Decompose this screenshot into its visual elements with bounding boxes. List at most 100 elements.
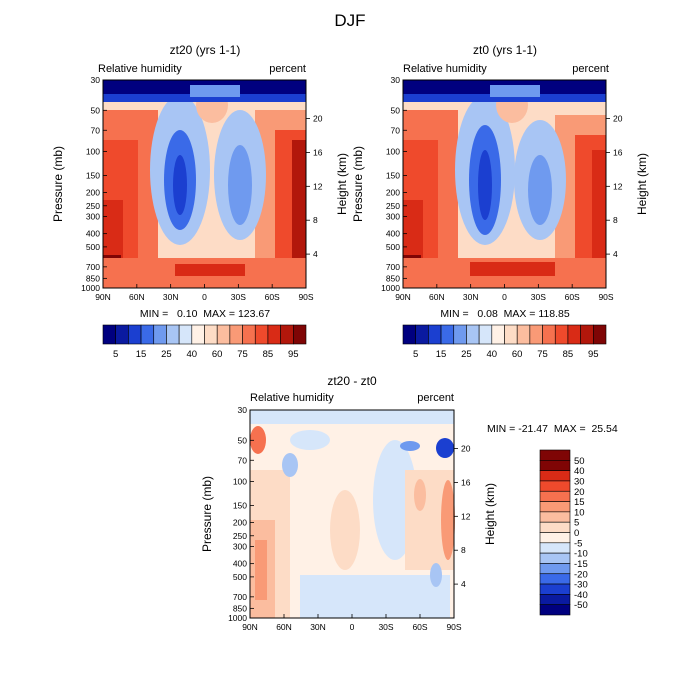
colorbar-swatch	[539, 521, 571, 533]
colorbar-swatch	[539, 573, 571, 585]
x-tick-label: 90N	[395, 292, 411, 302]
colorbar-label: 20	[574, 487, 585, 498]
colorbar-swatch	[554, 324, 569, 345]
x-axis: 90N 60N 30N 0 30S 60S 90S	[395, 284, 614, 302]
colorbar-label: 15	[136, 349, 147, 360]
colorbar-swatch	[516, 324, 531, 345]
field-anomaly	[330, 490, 360, 570]
y-axis-right: 20 16 12 8 4	[454, 444, 471, 589]
y-tick-label: 200	[233, 518, 247, 528]
colorbar-label: 40	[187, 349, 198, 360]
colorbar-swatch	[478, 324, 493, 345]
colorbar-swatch	[178, 324, 193, 345]
y-tick-label: 200	[386, 188, 400, 198]
x-tick-label: 60S	[565, 292, 580, 302]
panel-diff: zt20 - zt0 Relative humidity percent 30 5…	[200, 374, 618, 632]
colorbar-label: 60	[512, 349, 523, 360]
x-tick-label: 30S	[531, 292, 546, 302]
y-tick-label: 250	[233, 531, 247, 541]
colorbar-label: -10	[574, 549, 588, 560]
field-band	[300, 575, 450, 618]
panel-zt0-subtitle-right: percent	[572, 63, 609, 75]
colorbar-label: 5	[113, 349, 118, 360]
field-dry-zone	[173, 155, 187, 215]
colorbar-label: 85	[563, 349, 574, 360]
colorbar-swatch	[539, 604, 571, 616]
y-right-tick-label: 12	[313, 181, 323, 191]
y-tick-label: 500	[86, 242, 100, 252]
colorbar-label: -30	[574, 580, 588, 591]
panel-diff-title: zt20 - zt0	[327, 374, 377, 388]
colorbar-swatch	[254, 324, 269, 345]
y-right-tick-label: 8	[461, 545, 466, 555]
y-right-tick-label: 16	[613, 147, 623, 157]
colorbar-swatch	[539, 583, 571, 595]
colorbar-swatch	[466, 324, 480, 345]
colorbar-label: 25	[161, 349, 172, 360]
y-axis-label: Pressure (mb)	[51, 146, 65, 222]
colorbar-swatch	[204, 324, 218, 345]
y-tick-label: 250	[386, 201, 400, 211]
x-tick-label: 60N	[276, 622, 292, 632]
y-right-tick-label: 20	[313, 114, 323, 124]
colorbar-label: -40	[574, 590, 588, 601]
x-tick-label: 60N	[429, 292, 445, 302]
colorbar-swatch	[153, 324, 167, 345]
y-tick-label: 1000	[81, 283, 100, 293]
x-axis: 90N 60N 30N 0 30S 60S 90S	[242, 614, 462, 632]
x-tick-label: 90S	[598, 292, 613, 302]
colorbar-swatch	[293, 324, 307, 345]
colorbar-swatch	[539, 594, 571, 605]
panel-zt20-subtitle-left: Relative humidity	[98, 63, 182, 75]
y-tick-label: 850	[386, 273, 400, 283]
y-tick-label: 300	[86, 212, 100, 222]
y-right-tick-label: 20	[613, 114, 623, 124]
colorbar-label: 85	[263, 349, 274, 360]
y-tick-label: 70	[91, 125, 101, 135]
y-tick-label: 1000	[228, 613, 247, 623]
x-tick-label: 0	[202, 292, 207, 302]
y-tick-label: 500	[386, 242, 400, 252]
x-tick-label: 30S	[231, 292, 246, 302]
colorbar-swatch	[539, 460, 571, 471]
colorbar-swatch	[539, 449, 571, 461]
colorbar-swatch	[491, 324, 505, 345]
colorbar-swatch	[539, 490, 571, 502]
y-tick-label: 300	[386, 212, 400, 222]
y-tick-label: 500	[233, 572, 247, 582]
colorbar-label: 75	[237, 349, 248, 360]
colorbar: 5 15 25 40 60 75 85 95	[402, 324, 607, 360]
colorbar-label: 15	[436, 349, 447, 360]
colorbar-label: 0	[574, 528, 579, 539]
y-tick-label: 850	[86, 273, 100, 283]
x-tick-label: 0	[350, 622, 355, 632]
field-anomaly	[430, 563, 442, 587]
y-tick-label: 30	[238, 405, 248, 415]
y-tick-label: 150	[86, 170, 100, 180]
y-tick-label: 100	[233, 476, 247, 486]
y-right-tick-label: 4	[313, 249, 318, 259]
y-right-tick-label: 4	[613, 249, 618, 259]
y-tick-label: 200	[86, 188, 100, 198]
field-band	[250, 410, 454, 424]
colorbar-swatch	[102, 324, 116, 345]
colorbar-label: 60	[212, 349, 223, 360]
field-anomaly	[400, 441, 420, 451]
field-dry-zone	[478, 150, 492, 220]
colorbar-label: 50	[574, 456, 585, 467]
colorbar-label: 5	[574, 518, 579, 529]
colorbar-swatch	[539, 552, 571, 564]
panel-zt0: zt0 (yrs 1-1) Relative humidity percent	[351, 43, 649, 360]
x-axis: 90N 60N 30N 0 30S 60S 90S	[95, 284, 314, 302]
field-band	[255, 540, 267, 600]
colorbar-swatch	[567, 324, 581, 345]
x-tick-label: 60S	[265, 292, 280, 302]
y-axis-right-label: Height (km)	[335, 153, 349, 215]
y-tick-label: 30	[91, 75, 101, 85]
field-dry-zone	[228, 145, 252, 225]
colorbar-swatch	[191, 324, 205, 345]
colorbar-swatch	[428, 324, 442, 345]
